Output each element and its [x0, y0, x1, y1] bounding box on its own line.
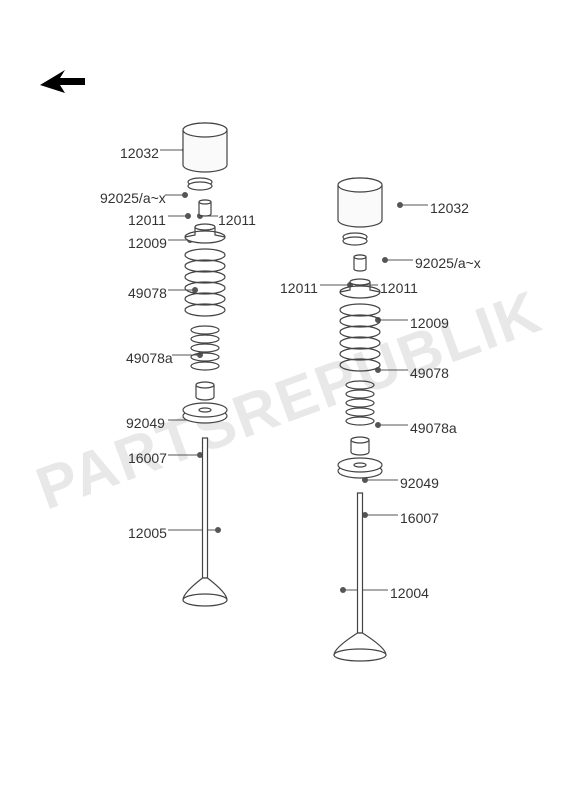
part-label: 92025/a~x [100, 190, 166, 206]
part-label: 49078a [126, 350, 173, 366]
part-label: 49078 [410, 365, 449, 381]
part-label: 49078 [128, 285, 167, 301]
exploded-diagram [0, 0, 578, 800]
part-label: 12011 [218, 212, 256, 228]
part-label: 12004 [390, 585, 429, 601]
direction-arrow-icon [35, 60, 95, 105]
part-label: 92025/a~x [415, 255, 481, 271]
part-label: 12032 [430, 200, 469, 216]
part-label: 12009 [410, 315, 449, 331]
part-label: 12032 [120, 145, 159, 161]
part-label: 92049 [126, 415, 165, 431]
part-label: 92049 [400, 475, 439, 491]
part-label: 16007 [128, 450, 167, 466]
part-label: 16007 [400, 510, 439, 526]
part-label: 12011 [380, 280, 418, 296]
part-label: 12009 [128, 235, 167, 251]
part-label: 12011 [280, 280, 318, 296]
part-label: 49078a [410, 420, 457, 436]
part-label: 12005 [128, 525, 167, 541]
part-label: 12011 [128, 212, 166, 228]
